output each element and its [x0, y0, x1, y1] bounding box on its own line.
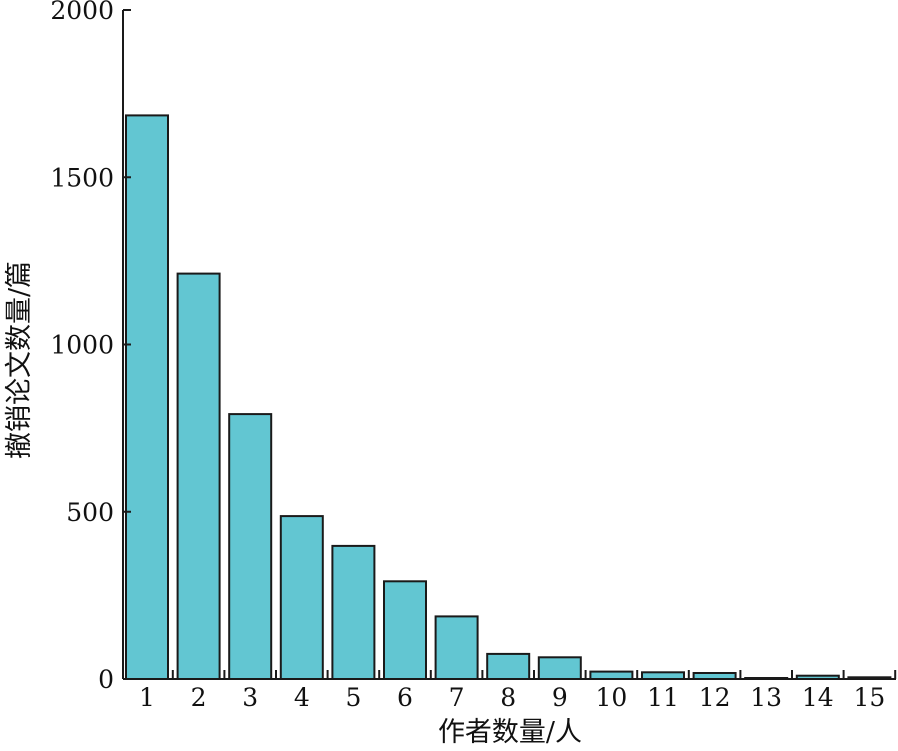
bar-3 — [228, 413, 273, 680]
x-ticks-layer: 1 2 3 4 5 6 7 8 9 10 11 12 13 14 15 — [139, 670, 897, 712]
x-tick-label: 12 — [699, 683, 731, 712]
x-tick-label: 3 — [242, 683, 258, 712]
x-tick-label: 5 — [345, 683, 361, 712]
x-tick-label: 9 — [552, 683, 568, 712]
x-tick-label: 1 — [139, 683, 155, 712]
x-tick-label: 8 — [500, 683, 516, 712]
y-tick-label: 0 — [98, 665, 114, 694]
y-axis-title: 撤销论文数量/篇 — [4, 261, 35, 459]
bar-7 — [434, 615, 479, 681]
bar-9 — [537, 656, 582, 680]
y-tick-label: 500 — [66, 498, 114, 527]
x-tick-label: 4 — [294, 683, 310, 712]
y-tick-label: 1500 — [50, 163, 114, 192]
y-tick-label: 1000 — [50, 331, 114, 360]
x-tick-label: 7 — [449, 683, 465, 712]
y-tick-label: 2000 — [50, 0, 114, 25]
bar-8 — [486, 652, 531, 681]
x-tick-label: 14 — [802, 683, 834, 712]
y-ticks-layer: 0 500 1000 1500 2000 — [50, 0, 131, 694]
bar-5 — [331, 544, 376, 681]
x-axis-title: 作者数量/人 — [438, 717, 582, 747]
x-tick-label: 10 — [595, 683, 627, 712]
bars-layer — [125, 114, 892, 681]
bar-1 — [125, 114, 169, 680]
x-tick-label: 11 — [647, 683, 679, 712]
x-tick-label: 13 — [750, 683, 782, 712]
bar-11 — [641, 671, 685, 680]
bar-6 — [383, 580, 427, 680]
x-tick-label: 2 — [191, 683, 207, 712]
x-tick-label: 6 — [397, 683, 413, 712]
bar-2 — [176, 272, 221, 680]
bar-4 — [279, 515, 324, 680]
bar-10 — [589, 670, 634, 680]
x-tick-label: 15 — [853, 683, 885, 712]
